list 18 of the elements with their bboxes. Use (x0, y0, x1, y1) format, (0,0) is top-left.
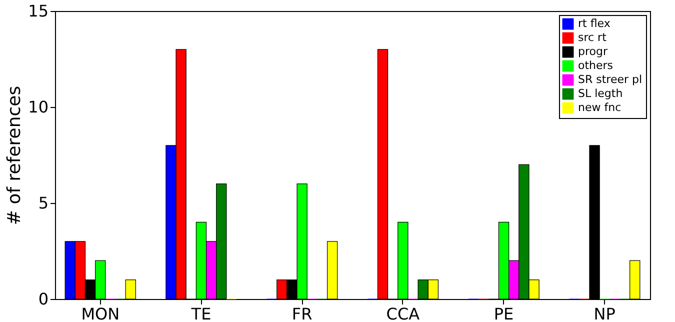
x-tick-label: FR (292, 304, 312, 322)
legend-label: new fnc (578, 101, 622, 114)
legend-label: rt flex (578, 17, 611, 30)
legend-label: progr (578, 45, 608, 58)
x-tick-label: NP (594, 304, 616, 322)
y-tick-label: 0 (38, 290, 48, 308)
legend-label: src rt (578, 31, 608, 44)
legend-label: SL legth (578, 87, 623, 100)
y-axis-title: # of references (4, 86, 26, 226)
y-tick-label: 10 (28, 98, 48, 116)
legend-label: others (578, 59, 614, 72)
legend-label: SR streer pl (578, 73, 642, 86)
y-tick-label: 5 (38, 194, 48, 212)
x-tick-label: PE (494, 304, 514, 322)
y-tick-label: 15 (28, 2, 48, 20)
x-tick-label: TE (190, 304, 212, 322)
x-tick-label: MON (81, 304, 120, 322)
x-tick-label: CCA (386, 304, 420, 322)
